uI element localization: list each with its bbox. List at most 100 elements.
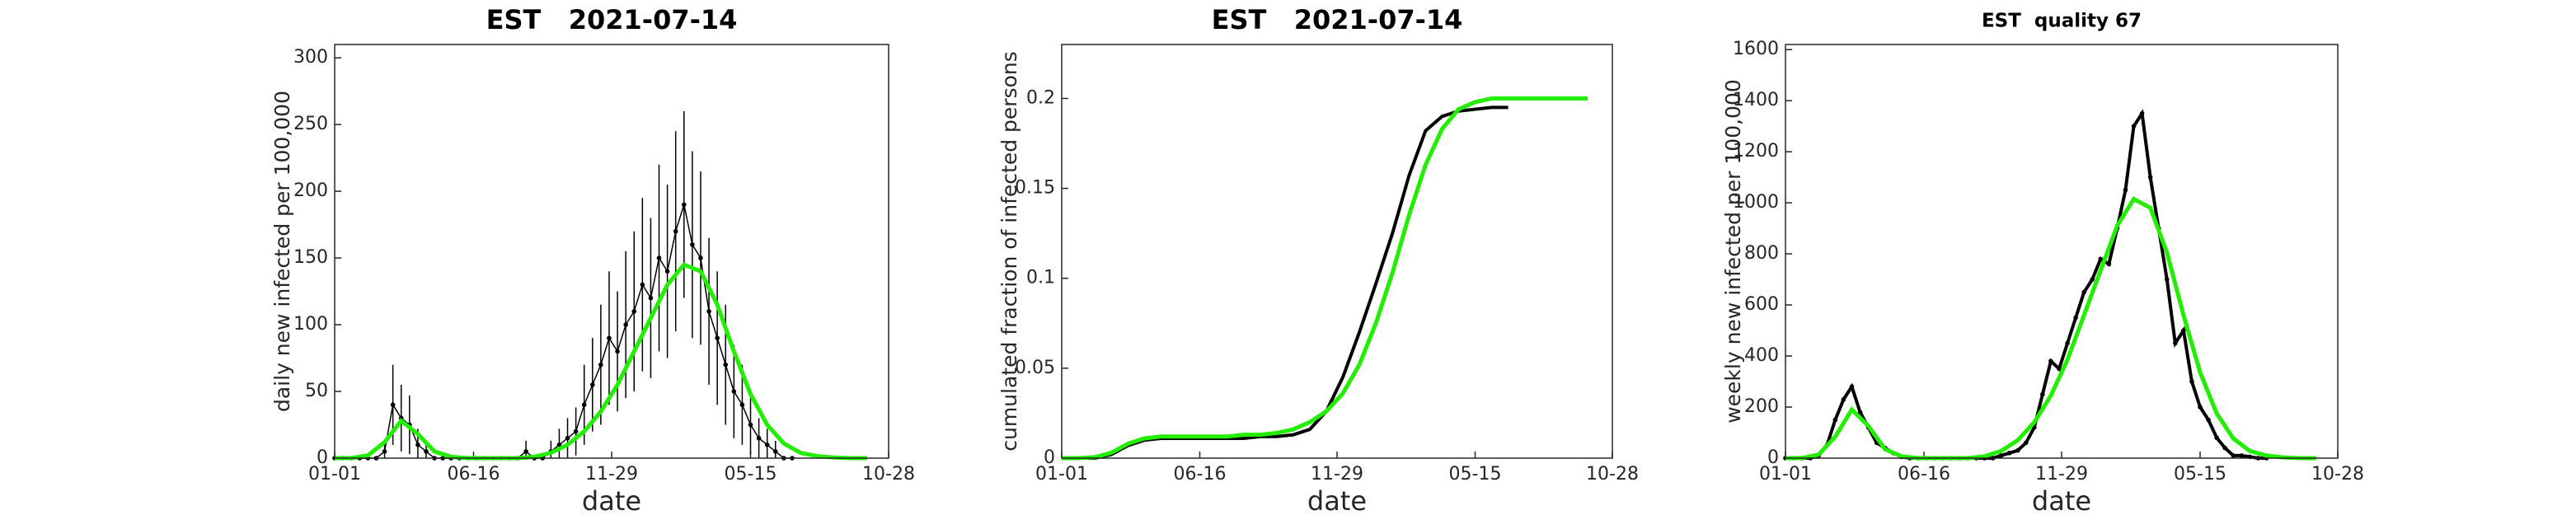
data-point [2239, 453, 2245, 458]
x-tick-label: 01-01 [1759, 464, 1812, 485]
y-tick-label: 50 [305, 381, 328, 401]
y-tick-label: 200 [293, 180, 328, 201]
data-point [2106, 261, 2112, 267]
data-point [2206, 417, 2211, 423]
x-axis-label: date [1307, 485, 1367, 515]
data-point [2048, 358, 2053, 364]
data-point [739, 402, 745, 408]
data-point [607, 335, 612, 341]
axes-box [1785, 44, 2339, 459]
data-point [1849, 384, 1855, 390]
data-line [1785, 109, 2267, 460]
x-tick-label: 06-16 [1898, 464, 1950, 485]
x-tick-label: 06-16 [448, 464, 500, 485]
data-point [2222, 445, 2227, 451]
data-point [2198, 405, 2203, 410]
y-tick-label: 100 [293, 314, 328, 335]
data-point [2015, 447, 2020, 453]
x-axis-label: date [2032, 485, 2091, 515]
x-tick-label: 11-29 [585, 464, 638, 485]
fit-line [1062, 96, 1588, 461]
panel: EST quality 67 date weekly new infected pe… [1721, 11, 2364, 515]
x-tick-label: 05-15 [2174, 464, 2226, 485]
data-point [615, 349, 620, 354]
panel: EST 2021-07-14 date daily new infected per… [270, 4, 915, 515]
data-point [598, 362, 603, 368]
data-point [623, 322, 628, 327]
y-tick-label: 0.15 [1015, 178, 1055, 199]
y-tick-label: 1000 [1733, 192, 1779, 213]
data-point [723, 362, 729, 368]
data-point [2131, 124, 2137, 129]
x-tick-label: 01-01 [1035, 464, 1088, 485]
x-tick-label: 10-28 [1586, 464, 1639, 485]
x-tick-label: 05-15 [725, 464, 777, 485]
data-point [390, 402, 396, 408]
data-point [2081, 289, 2086, 295]
x-axis-label: date [582, 485, 641, 515]
chart-title: EST quality 67 [1982, 11, 2142, 32]
data-point [648, 295, 654, 301]
data-point [656, 255, 662, 260]
data-point [681, 202, 687, 208]
data-point [565, 435, 570, 441]
y-tick-label: 400 [1744, 345, 1779, 366]
data-point [1841, 396, 1846, 402]
y-tick-label: 1200 [1733, 141, 1779, 162]
data-point [772, 449, 778, 454]
data-point [2139, 110, 2145, 116]
data-point [424, 449, 429, 454]
data-point [664, 269, 670, 274]
x-tick-label: 11-29 [2035, 464, 2088, 485]
x-tick-label: 01-01 [308, 464, 361, 485]
panel: EST 2021-07-14 date cumulated fraction of … [997, 4, 1639, 515]
fit-line [335, 262, 867, 461]
data-line [1062, 105, 1509, 460]
y-tick-label: 600 [1744, 294, 1779, 315]
data-point [748, 422, 753, 428]
fit-line [1785, 196, 2316, 461]
y-tick-label: 0.05 [1015, 358, 1055, 378]
data-point [673, 228, 678, 234]
data-point [2073, 315, 2078, 321]
chart-title: EST 2021-07-14 [1212, 4, 1463, 35]
y-tick-label: 250 [293, 114, 328, 134]
data-point [2040, 391, 2045, 397]
data-point [382, 449, 387, 454]
data-point [415, 442, 420, 447]
data-point [2147, 175, 2153, 180]
data-point [698, 255, 703, 260]
data-point [1857, 410, 1863, 415]
y-tick-label: 0.2 [1026, 87, 1055, 108]
data-point [731, 389, 737, 394]
x-tick-label: 10-28 [2311, 464, 2364, 485]
y-axis-label: daily new infected per 100,000 [270, 91, 294, 412]
x-tick-label: 10-28 [862, 464, 915, 485]
data-point [573, 428, 579, 434]
data-point [764, 442, 770, 447]
data-point [2181, 328, 2186, 333]
data-point [1832, 417, 1838, 423]
data-point [2098, 256, 2104, 262]
y-axis-label: cumulated fraction of infected persons [997, 51, 1021, 452]
x-tick-label: 05-15 [1449, 464, 1502, 485]
data-point [690, 242, 695, 247]
data-point [2057, 366, 2062, 372]
y-tick-label: 150 [293, 247, 328, 268]
y-tick-label: 0.1 [1026, 268, 1055, 288]
data-point [2173, 340, 2178, 346]
x-tick-label: 11-29 [1311, 464, 1363, 485]
chart-title: EST 2021-07-14 [486, 4, 738, 35]
data-point [2023, 440, 2029, 446]
data-point [2090, 277, 2095, 282]
data-point [756, 435, 762, 441]
y-tick-label: 1400 [1733, 90, 1779, 110]
data-point [523, 449, 528, 454]
data-point [581, 402, 587, 408]
x-tick-label: 06-16 [1174, 464, 1227, 485]
y-tick-label: 1600 [1733, 39, 1779, 59]
data-point [1998, 453, 2004, 458]
y-tick-label: 0 [1044, 447, 1055, 468]
data-point [2006, 451, 2012, 456]
